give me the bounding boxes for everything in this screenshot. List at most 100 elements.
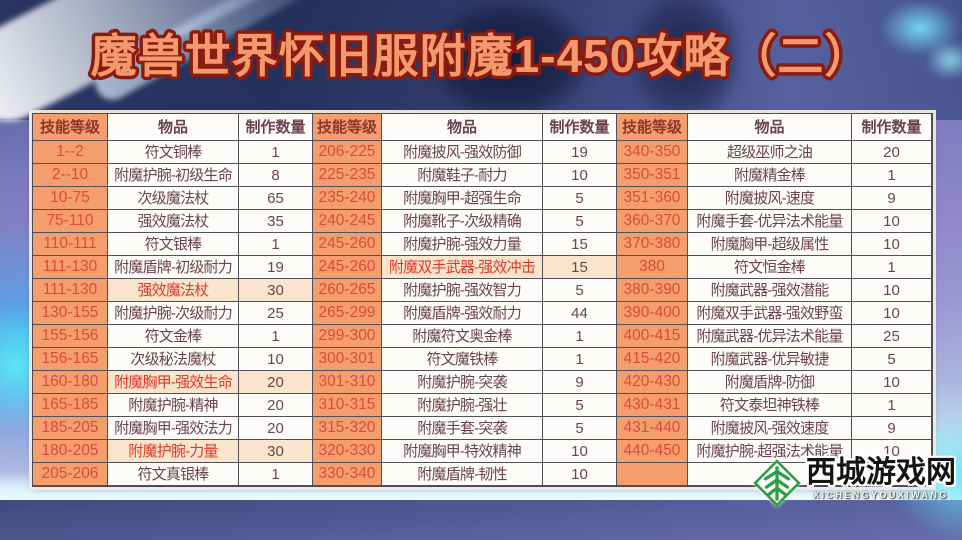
item-cell: 强效魔法杖: [108, 210, 239, 233]
skill-level-cell: 205-206: [33, 463, 108, 486]
item-cell: 附魔披风-强效防御: [382, 141, 543, 164]
qty-cell: 9: [852, 187, 932, 210]
skill-level-cell: 130-155: [33, 302, 108, 325]
skill-level-cell: 301-310: [313, 371, 382, 394]
skill-level-cell: 340-350: [617, 141, 688, 164]
skill-level-cell: 431-440: [617, 417, 688, 440]
skill-level-cell: 370-380: [617, 233, 688, 256]
enchanting-guide-table: 技能等级 物品 制作数量 技能等级 物品 制作数量 技能等级 物品 制作数量 1--2 符文铜棒 1 2…: [32, 113, 933, 487]
item-cell: 附魔盾牌-初级耐力: [108, 256, 239, 279]
skill-level-cell: 390-400: [617, 302, 688, 325]
column-header-item: 物品: [382, 114, 543, 141]
qty-cell: 15: [543, 233, 617, 256]
skill-level-cell: 111-130: [33, 279, 108, 302]
item-cell: 强效魔法杖: [108, 279, 239, 302]
qty-cell: 5: [852, 348, 932, 371]
qty-cell: 19: [239, 256, 313, 279]
skill-level-cell: 430-431: [617, 394, 688, 417]
skill-level-cell: 206-225: [313, 141, 382, 164]
column-header-skill-level: 技能等级: [313, 114, 382, 141]
column-header-qty: 制作数量: [543, 114, 617, 141]
qty-cell: 5: [543, 394, 617, 417]
qty-cell: 20: [239, 394, 313, 417]
skill-level-cell: 225-235: [313, 164, 382, 187]
column-header-skill-level: 技能等级: [33, 114, 108, 141]
skill-level-cell: 415-420: [617, 348, 688, 371]
skill-level-cell: 1--2: [33, 141, 108, 164]
item-cell: 附魔护腕-强效力量: [382, 233, 543, 256]
skill-level-cell: 320-330: [313, 440, 382, 463]
qty-cell: 10: [543, 440, 617, 463]
qty-cell: 1: [239, 141, 313, 164]
item-cell: 附魔手套-优异法术能量: [688, 210, 852, 233]
skill-level-cell: 440-450: [617, 440, 688, 463]
watermark-site-name: 西城游戏网: [806, 456, 956, 489]
skill-level-cell: 380: [617, 256, 688, 279]
skill-level-cell: 75-110: [33, 210, 108, 233]
skill-level-cell: 160-180: [33, 371, 108, 394]
skill-level-cell: 245-260: [313, 256, 382, 279]
item-cell: 超级巫师之油: [688, 141, 852, 164]
item-cell: 附魔胸甲-超级属性: [688, 233, 852, 256]
skill-level-cell: 10-75: [33, 187, 108, 210]
item-cell: 附魔护腕-精神: [108, 394, 239, 417]
skill-level-cell: 420-430: [617, 371, 688, 394]
skill-level-cell: 330-340: [313, 463, 382, 486]
column-header-skill-level: 技能等级: [617, 114, 688, 141]
qty-cell: 5: [543, 210, 617, 233]
qty-cell: 65: [239, 187, 313, 210]
skill-level-cell: 2--10: [33, 164, 108, 187]
qty-cell: 10: [852, 233, 932, 256]
watermark-site-pinyin: XICHENGYOUXIWANG: [813, 490, 949, 500]
item-cell: 附魔符文奥金棒: [382, 325, 543, 348]
item-cell: 附魔武器-强效潜能: [688, 279, 852, 302]
item-cell: 附魔盾牌-韧性: [382, 463, 543, 486]
item-cell: 附魔护腕-超强法术能量: [688, 440, 852, 463]
qty-cell: 1: [543, 325, 617, 348]
qty-cell: 1: [239, 325, 313, 348]
item-cell: 附魔护腕-强壮: [382, 394, 543, 417]
qty-cell: 1: [852, 164, 932, 187]
item-cell: 附魔胸甲-超强生命: [382, 187, 543, 210]
item-cell: 次级魔法杖: [108, 187, 239, 210]
column-header-item: 物品: [688, 114, 852, 141]
page-title-banner: 魔兽世界怀旧服附魔1-450攻略（二）: [87, 27, 874, 86]
item-cell: 次级秘法魔杖: [108, 348, 239, 371]
qty-cell: 10: [543, 463, 617, 486]
qty-cell: 35: [239, 210, 313, 233]
skill-level-cell: 380-390: [617, 279, 688, 302]
item-cell: 附魔盾牌-强效耐力: [382, 302, 543, 325]
item-cell: 附魔双手武器-强效野蛮: [688, 302, 852, 325]
qty-cell: 8: [239, 164, 313, 187]
qty-cell: 1: [239, 233, 313, 256]
skill-level-cell: 165-185: [33, 394, 108, 417]
item-cell: 符文金棒: [108, 325, 239, 348]
item-cell: 附魔手套-突袭: [382, 417, 543, 440]
qty-cell: 1: [852, 256, 932, 279]
skill-level-cell: 260-265: [313, 279, 382, 302]
item-cell: 附魔披风-速度: [688, 187, 852, 210]
skill-level-cell: 351-360: [617, 187, 688, 210]
skill-level-cell: 240-245: [313, 210, 382, 233]
skill-level-cell: 360-370: [617, 210, 688, 233]
skill-level-cell: 110-111: [33, 233, 108, 256]
skill-level-cell: 400-415: [617, 325, 688, 348]
skill-level-cell: 350-351: [617, 164, 688, 187]
qty-cell: 30: [239, 279, 313, 302]
qty-cell: 20: [239, 417, 313, 440]
qty-cell: 10: [852, 302, 932, 325]
skill-level-cell: 300-301: [313, 348, 382, 371]
skill-level-cell: 235-240: [313, 187, 382, 210]
skill-level-cell: 245-260: [313, 233, 382, 256]
qty-cell: 1: [852, 394, 932, 417]
item-cell: 附魔鞋子-耐力: [382, 164, 543, 187]
item-cell: 符文真银棒: [108, 463, 239, 486]
item-cell: 符文银棒: [108, 233, 239, 256]
item-cell: 附魔护腕-力量: [108, 440, 239, 463]
qty-cell: 10: [852, 279, 932, 302]
page-title: 魔兽世界怀旧服附魔1-450攻略（二）: [91, 30, 872, 82]
skill-level-cell: 180-205: [33, 440, 108, 463]
skill-level-cell: 185-205: [33, 417, 108, 440]
qty-cell: 10: [852, 210, 932, 233]
qty-cell: 30: [239, 440, 313, 463]
